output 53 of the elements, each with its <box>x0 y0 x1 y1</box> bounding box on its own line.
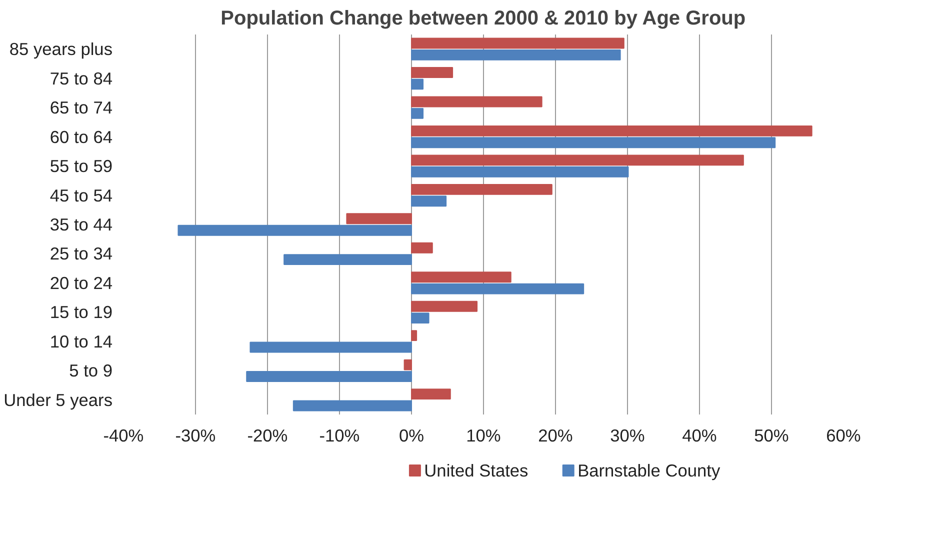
bar <box>411 388 451 400</box>
bar <box>246 371 412 382</box>
bar <box>411 67 454 78</box>
bar <box>411 78 424 90</box>
x-tick-label: 10% <box>466 426 501 446</box>
bar <box>411 49 621 60</box>
x-tick-label: 60% <box>826 426 861 446</box>
bar <box>411 300 478 312</box>
x-tick-label: 30% <box>610 426 645 446</box>
x-tick-label: -30% <box>175 426 216 446</box>
bar <box>292 400 412 412</box>
bar <box>411 137 776 148</box>
y-tick-label: 20 to 24 <box>50 272 113 293</box>
y-tick-label: 45 to 54 <box>50 185 113 206</box>
y-tick-label: 10 to 14 <box>50 331 113 352</box>
bar <box>411 272 512 283</box>
bar <box>411 196 447 207</box>
bar <box>411 38 624 49</box>
bar <box>346 213 412 224</box>
bar <box>250 342 412 353</box>
bar <box>284 254 412 266</box>
y-tick-label: 60 to 64 <box>50 126 113 147</box>
bar <box>411 242 433 254</box>
bar <box>404 359 412 370</box>
x-tick-label: 20% <box>538 426 573 446</box>
y-tick-label: 75 to 84 <box>50 68 113 88</box>
bar <box>411 108 424 119</box>
x-tick-label: 50% <box>754 426 789 446</box>
bar <box>411 283 584 294</box>
y-tick-label: 65 to 74 <box>50 98 113 118</box>
y-tick-label: Under 5 years <box>4 390 113 410</box>
x-tick-label: -20% <box>247 426 288 446</box>
y-tick-label: 85 years plus <box>9 39 113 60</box>
y-tick-label: 15 to 19 <box>50 302 113 322</box>
x-tick-label: -10% <box>319 426 360 446</box>
x-tick-label: 0% <box>398 426 424 446</box>
x-tick-label: -40% <box>103 426 144 446</box>
x-tick-label: 40% <box>682 426 717 446</box>
y-tick-label: 55 to 59 <box>50 156 113 176</box>
bar <box>411 154 744 166</box>
bar <box>411 330 418 342</box>
y-tick-label: 35 to 44 <box>50 214 113 234</box>
bar <box>411 125 812 136</box>
bar <box>411 166 629 178</box>
legend-label: United States <box>424 460 529 480</box>
bar <box>411 312 430 324</box>
chart-title: Population Change between 2000 & 2010 by Age Group <box>220 8 746 30</box>
y-tick-label: 5 to 9 <box>69 360 113 381</box>
bar <box>411 96 542 108</box>
bar <box>178 224 412 236</box>
bar <box>411 184 552 195</box>
y-tick-label: 25 to 34 <box>50 244 113 264</box>
legend-label: Barnstable County <box>578 460 720 480</box>
